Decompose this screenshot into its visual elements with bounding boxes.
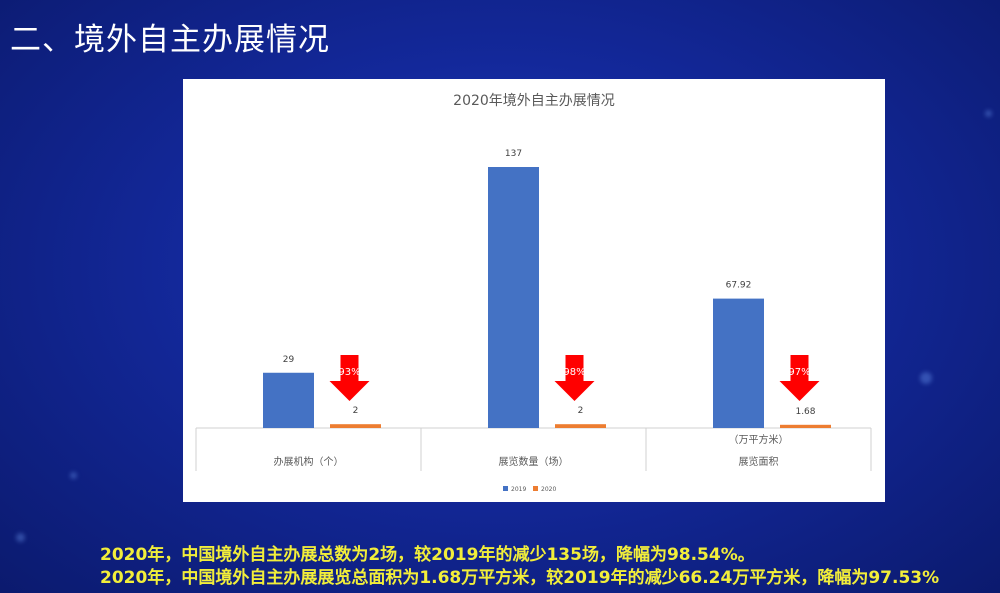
data-label: 137 (505, 149, 522, 159)
legend-label-2020: 2020 (541, 486, 556, 493)
x-tick-label: 展览数量（场） (499, 455, 569, 468)
summary-line-1: 2020年，中国境外自主办展总数为2场，较2019年的减少135场，降幅为98.… (100, 545, 755, 565)
data-label: 1.68 (795, 407, 815, 417)
decline-label: 98% (563, 367, 585, 378)
data-label: 2 (353, 406, 359, 416)
bar-2019 (713, 298, 764, 428)
bar-2020 (780, 424, 831, 428)
decline-arrow (779, 355, 820, 401)
decline-label: 97% (788, 367, 810, 378)
x-tick-label: 展览面积 (739, 455, 779, 468)
summary-line-2: 2020年，中国境外自主办展展览总面积为1.68万平方米，较2019年的减少66… (100, 568, 940, 588)
data-label: 2 (578, 406, 584, 416)
legend-swatch-2020 (533, 486, 538, 491)
decline-arrow (554, 355, 595, 401)
bar-2020 (330, 424, 381, 428)
legend-swatch-2019 (503, 486, 508, 491)
legend-label-2019: 2019 (511, 486, 526, 493)
x-tick-label: 办展机构（个） (274, 455, 344, 468)
background-glow (920, 372, 932, 384)
unit-note: （万平方米） (729, 433, 789, 446)
background-glow (70, 472, 77, 479)
data-label: 67.92 (726, 281, 752, 291)
background-glow (16, 533, 25, 542)
decline-label: 93% (338, 367, 360, 378)
decline-arrow (329, 355, 370, 401)
bar-2019 (263, 372, 314, 428)
chart-title: 2020年境外自主办展情况 (453, 93, 615, 109)
data-label: 29 (283, 355, 295, 365)
bar-2019 (488, 167, 539, 428)
bar-2020 (555, 424, 606, 428)
slide-title: 二、境外自主办展情况 (10, 22, 330, 58)
background-glow (985, 110, 992, 117)
chart-panel: 2020年境外自主办展情况办展机构（个） 29 2 93% 展览数量（场） 137 2 98%… (183, 79, 885, 502)
